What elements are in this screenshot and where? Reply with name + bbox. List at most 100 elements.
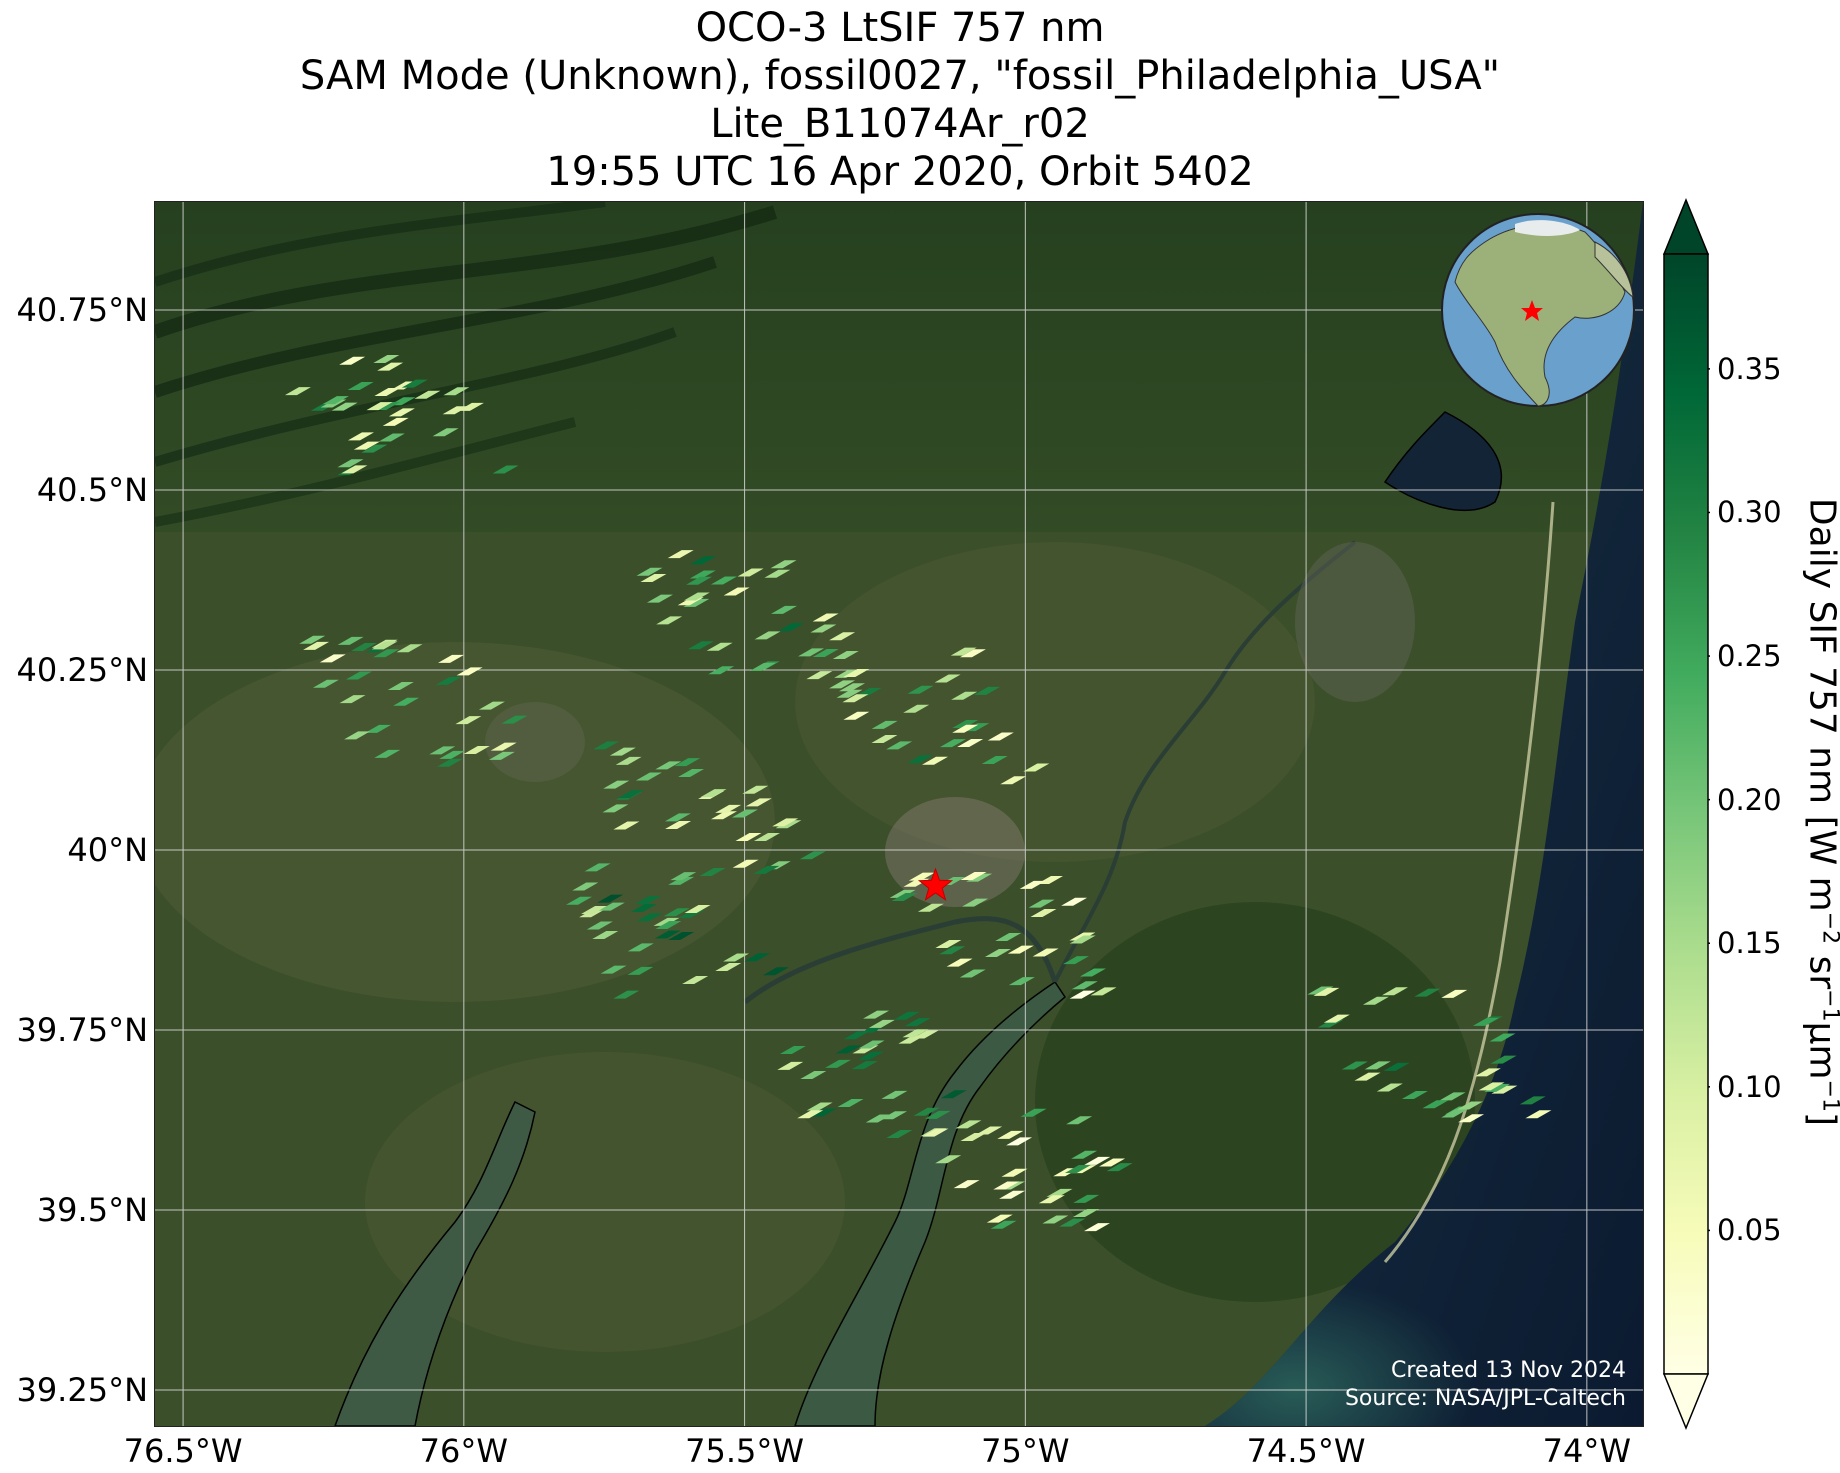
footprint-cell xyxy=(572,882,599,891)
footprint-cell xyxy=(656,616,683,625)
ocean-shore-glow xyxy=(1205,1242,1505,1426)
footprint-cell xyxy=(1090,987,1117,996)
ridge-line xyxy=(155,417,577,527)
footprint-cell xyxy=(922,1128,949,1137)
footprint-cluster xyxy=(636,550,861,678)
footprint-cell xyxy=(700,789,727,798)
lat-tick-label: 39.75°N xyxy=(16,1011,148,1049)
footprint-cell xyxy=(1381,987,1408,996)
footprint-cell xyxy=(438,654,465,663)
footprint-cell xyxy=(653,917,680,926)
footprint-cell xyxy=(881,1090,908,1099)
footprint-cell xyxy=(1099,1158,1126,1167)
footprint-cell xyxy=(1073,1194,1100,1203)
sif-footprints xyxy=(284,354,1552,1232)
footprint-cell xyxy=(735,832,762,841)
footprint-cell xyxy=(341,465,368,474)
footprint-cell xyxy=(600,965,627,974)
land-tone xyxy=(155,642,775,1002)
footprint-cell xyxy=(627,943,654,952)
footprint-cell xyxy=(797,1110,824,1119)
footprint-cell xyxy=(1000,776,1027,785)
footprint-cell xyxy=(437,758,464,767)
footprint-cell xyxy=(1474,1068,1501,1077)
source-credit: Source: NASA/JPL-Caltech xyxy=(1344,1386,1626,1411)
footprint-cell xyxy=(396,644,423,653)
footprint-cell xyxy=(378,433,405,442)
footprint-cell xyxy=(871,735,898,744)
footprint-cell xyxy=(365,724,392,733)
footprint-cell xyxy=(432,428,459,437)
footprint-cell xyxy=(1066,1116,1093,1125)
footprint-cell xyxy=(457,402,484,411)
footprint-cell xyxy=(917,903,944,912)
title-line-2: SAM Mode (Unknown), fossil0027, "fossil_… xyxy=(299,53,1501,99)
footprint-cell xyxy=(1472,1017,1499,1026)
footprint-cell xyxy=(443,387,470,396)
footprint-cell xyxy=(1071,1150,1098,1159)
footprint-cell xyxy=(684,904,711,913)
footprint-cell xyxy=(439,750,466,759)
footprint-cell xyxy=(857,1051,884,1060)
footprint-cell xyxy=(871,720,898,729)
footprint-cell xyxy=(832,650,859,659)
footprint-cell xyxy=(602,804,629,813)
footprint-cell xyxy=(976,1126,1003,1135)
footprint-cell xyxy=(668,932,695,941)
footprint-cell xyxy=(1313,987,1340,996)
globe-ice-icon xyxy=(1515,220,1580,236)
globe-land-icon xyxy=(1594,241,1634,298)
footprint-cell xyxy=(810,1108,837,1117)
footprint-cell xyxy=(908,872,935,881)
footprint-cluster xyxy=(889,872,1117,999)
globe-land-icon xyxy=(1454,224,1626,407)
footprint-cell xyxy=(891,892,918,901)
footprint-cell xyxy=(806,1102,833,1111)
footprint-cell xyxy=(737,568,764,577)
footprint-cell xyxy=(636,913,663,922)
footprint-cell xyxy=(922,756,949,765)
footprint-cell xyxy=(812,649,839,658)
footprint-cell xyxy=(388,408,415,417)
footprint-cell xyxy=(1064,1164,1091,1173)
footprint-cell xyxy=(753,833,780,842)
footprint-cell xyxy=(377,362,404,371)
footprint-cell xyxy=(935,1155,962,1164)
footprint-cell xyxy=(732,859,759,868)
footprint-cell xyxy=(955,1120,982,1129)
footprint-cell xyxy=(745,798,772,807)
footprint-cell xyxy=(1519,1096,1546,1105)
footprint-cell xyxy=(490,742,517,751)
lat-tick-label: 40.75°N xyxy=(16,291,148,329)
footprint-cell xyxy=(1084,1156,1111,1165)
footprint-cell xyxy=(319,654,346,663)
river xyxy=(1053,540,1357,983)
footprint-cell xyxy=(1441,1109,1468,1118)
footprint-cell xyxy=(829,632,856,641)
footprint-cell xyxy=(1441,989,1468,998)
colorbar-tick-label: 0.10 xyxy=(1717,1069,1782,1104)
footprint-cell xyxy=(990,1220,1017,1229)
footprint-cell xyxy=(630,904,657,913)
footprint-cell xyxy=(1032,948,1059,957)
footprint-cell xyxy=(962,898,989,907)
footprint-cell xyxy=(667,550,694,559)
colorbar-body xyxy=(1663,253,1709,1375)
footprint-cell xyxy=(1422,1100,1449,1109)
footprint-cell xyxy=(744,953,771,962)
footprint-cell xyxy=(912,1030,939,1039)
footprint-cell xyxy=(683,592,710,601)
footprint-cell xyxy=(1030,909,1057,918)
urban-area xyxy=(485,702,585,782)
footprint-cell xyxy=(674,758,701,767)
colorbar-tick-label: 0.15 xyxy=(1717,926,1782,961)
footprint-cell xyxy=(842,694,869,703)
footprint-cell xyxy=(904,1018,931,1027)
footprint-cell xyxy=(715,804,742,813)
footprint-cell xyxy=(957,738,984,747)
footprint-cell xyxy=(837,1098,864,1107)
footprint-cell xyxy=(634,896,661,905)
footprint-cell xyxy=(772,818,799,827)
footprint-cell xyxy=(593,741,620,750)
footprint-cell xyxy=(1019,880,1046,889)
